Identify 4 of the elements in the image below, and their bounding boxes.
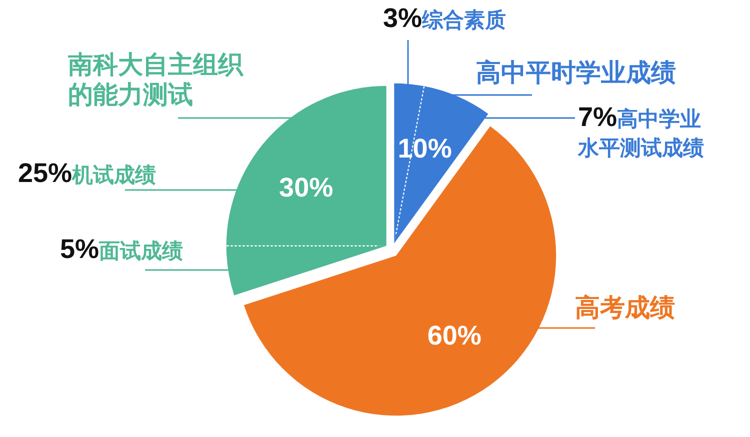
group-value: 10% xyxy=(398,135,452,162)
group-name: 南科大自主组织的能力测试 xyxy=(68,50,244,110)
group-value: 30% xyxy=(279,174,334,202)
group-name: 高中平时学业成绩 xyxy=(476,58,677,88)
